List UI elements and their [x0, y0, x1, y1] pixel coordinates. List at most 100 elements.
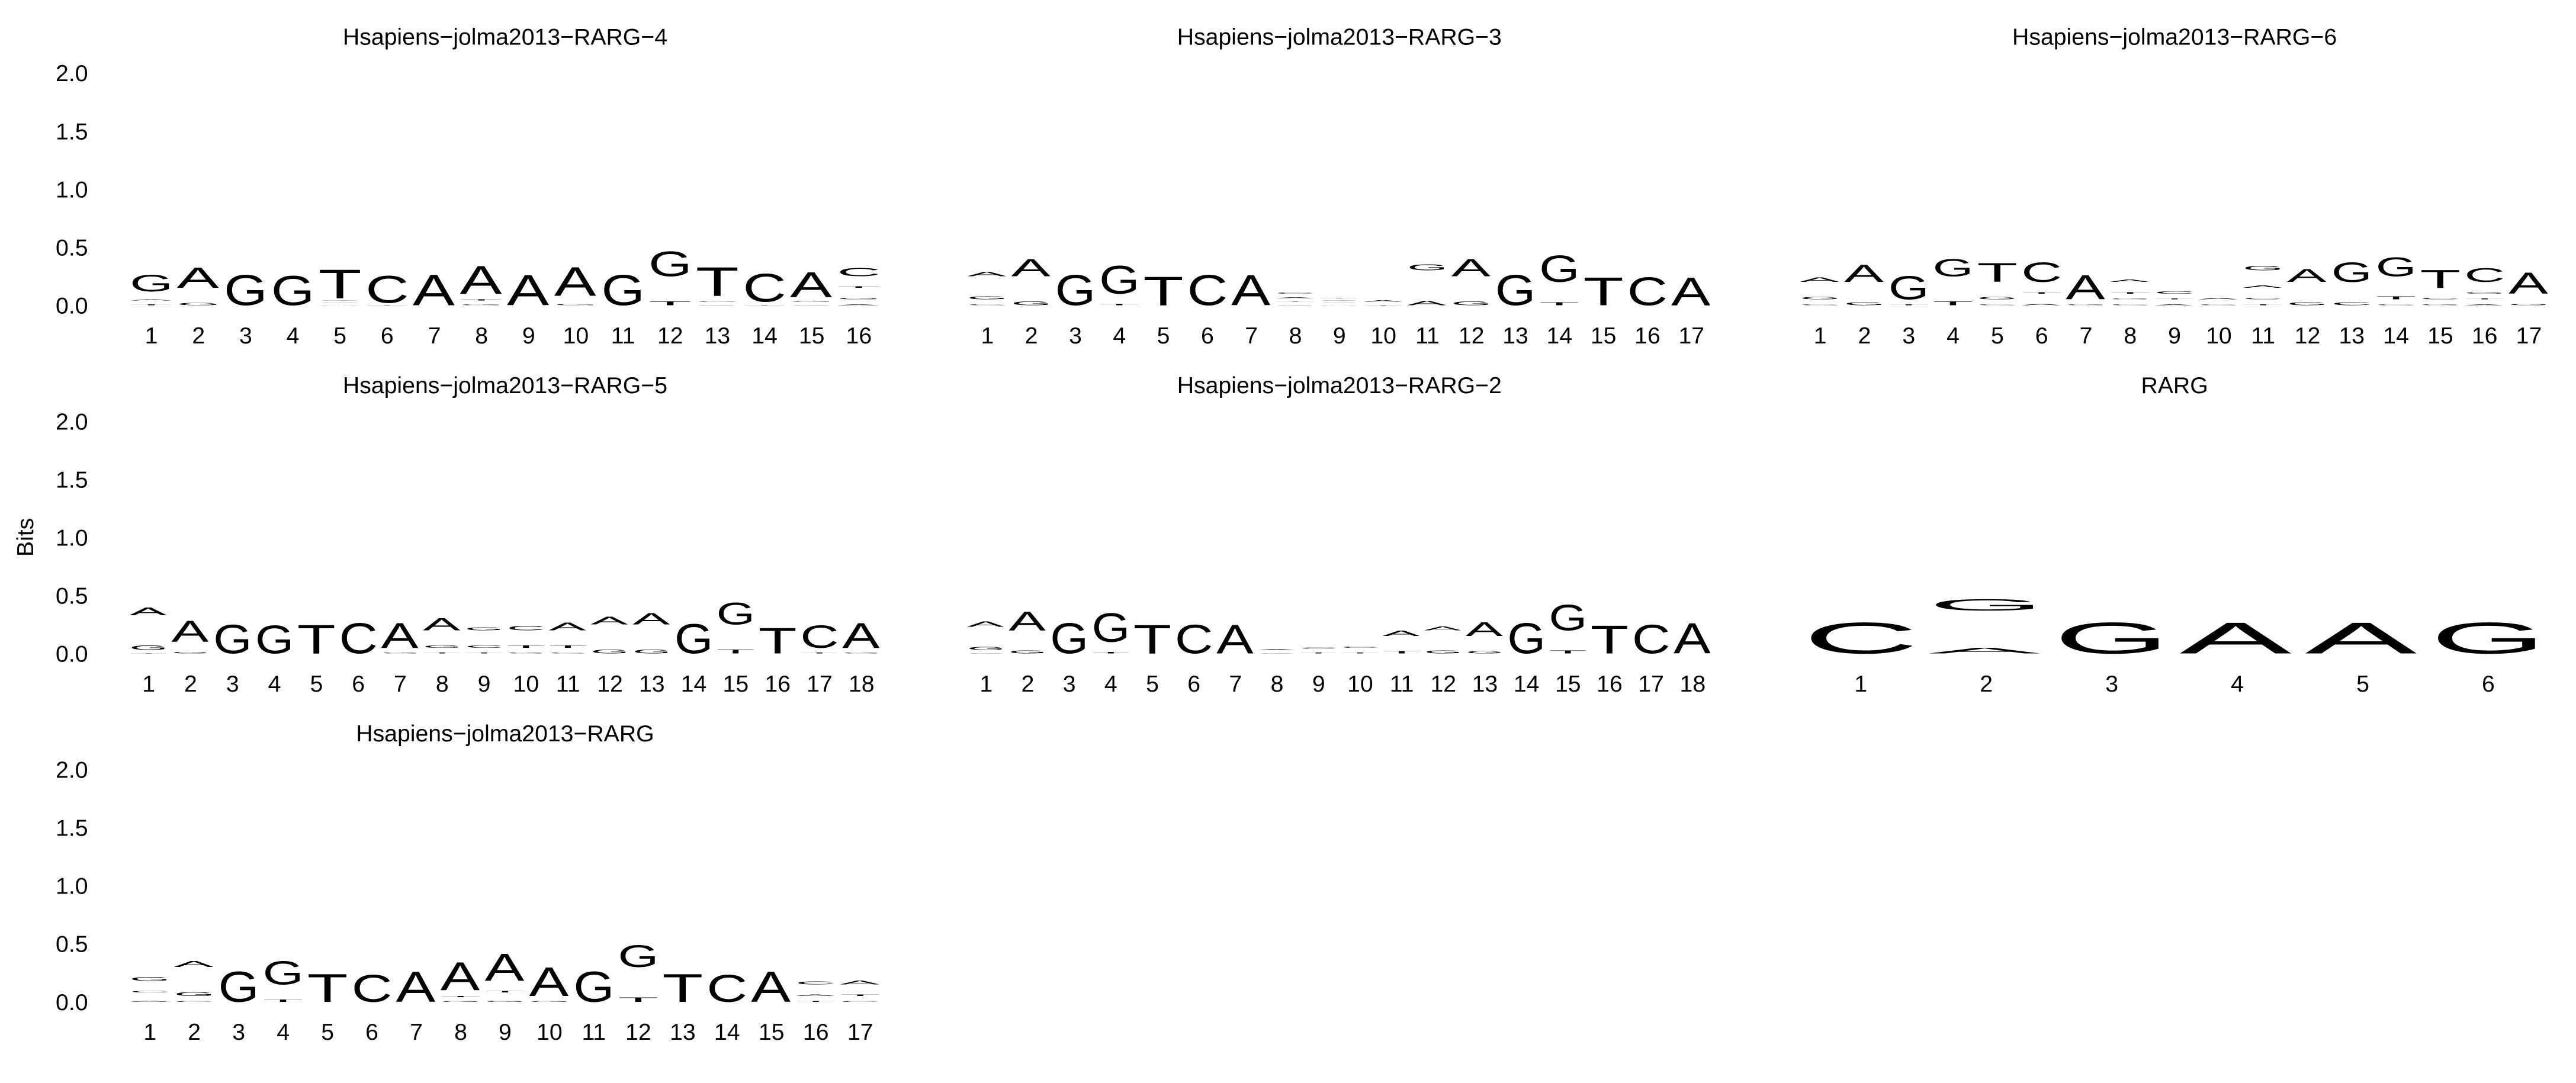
letter: G	[2464, 291, 2505, 294]
y-tick-label: 1.5	[56, 119, 88, 144]
letter: T	[1299, 653, 1337, 654]
x-tick-label: 7	[410, 1020, 423, 1045]
x-tick-label: 1	[979, 671, 993, 697]
x-tick-label: 15	[2427, 323, 2453, 349]
x-tick-label: 16	[1634, 323, 1660, 349]
letter: G	[1800, 297, 1841, 300]
letter: G	[1495, 266, 1536, 314]
x-tick-label: 9	[1312, 671, 1325, 697]
letter: A	[1929, 646, 2041, 655]
letter: G	[1319, 300, 1360, 301]
letter: A	[1383, 629, 1420, 638]
letter: G	[2376, 252, 2417, 282]
letter: A	[840, 979, 880, 985]
letter: G	[842, 653, 881, 654]
letter: C	[840, 1001, 881, 1002]
x-tick-label: 15	[799, 323, 825, 349]
panel-title: Hsapiens−jolma2013−RARG−2	[1177, 373, 1502, 399]
letter: G	[717, 596, 755, 631]
letter: G	[465, 626, 503, 631]
letter: C	[507, 624, 545, 632]
x-tick-label: 7	[428, 323, 441, 349]
letter: C	[795, 981, 836, 985]
letter: C	[465, 645, 503, 648]
letter: G	[1099, 258, 1139, 303]
y-tick-label: 0.5	[56, 235, 88, 261]
x-tick-label: 7	[2080, 323, 2093, 349]
letter: T	[263, 999, 304, 1002]
x-tick-label: 12	[657, 323, 683, 349]
x-tick-label: 14	[681, 671, 707, 697]
letter: A	[842, 615, 879, 655]
x-tick-label: 12	[2295, 323, 2321, 349]
letter: G	[130, 976, 171, 982]
letter: T	[2464, 298, 2505, 300]
letter: C	[1627, 269, 1668, 314]
letter: T	[1549, 650, 1587, 654]
letter: T	[759, 621, 797, 661]
letter: A	[1407, 299, 1446, 307]
letter: G	[529, 1001, 570, 1002]
letter: T	[662, 966, 703, 1011]
letter: A	[529, 959, 568, 1005]
x-tick-label: 4	[1947, 323, 1960, 349]
x-tick-label: 7	[394, 671, 407, 697]
x-tick-label: 2	[1980, 671, 1993, 697]
letter: C	[2464, 264, 2505, 287]
x-tick-label: 18	[1680, 671, 1706, 697]
letter: T	[130, 304, 173, 306]
letter: G	[1466, 651, 1504, 654]
letter: G	[1424, 650, 1463, 654]
x-tick-label: 13	[705, 323, 731, 349]
letter: G	[2331, 257, 2372, 288]
letter: C	[1977, 304, 2018, 306]
letter: C	[1632, 616, 1671, 662]
x-tick-label: 1	[142, 671, 155, 697]
letter: A	[967, 620, 1004, 629]
x-tick-label: 6	[365, 1020, 378, 1045]
x-tick-label: 16	[2472, 323, 2498, 349]
letter: G	[224, 266, 267, 314]
letter: A	[1258, 649, 1296, 650]
letter: C	[352, 967, 393, 1010]
letter: G	[967, 646, 1006, 651]
letter: C	[130, 991, 171, 993]
letter: A	[590, 615, 628, 627]
letter: G	[1549, 597, 1588, 638]
x-tick-label: 3	[232, 1020, 245, 1045]
x-tick-label: 9	[2168, 323, 2181, 349]
letter: C	[549, 653, 587, 654]
x-tick-label: 5	[333, 323, 346, 349]
letter: A	[2464, 304, 2504, 306]
letter: T	[1143, 268, 1183, 314]
letter: G	[460, 304, 503, 306]
y-tick-label: 0.5	[56, 584, 88, 609]
letter: C	[837, 265, 881, 279]
letter: T	[307, 966, 348, 1011]
x-tick-label: 8	[2124, 323, 2137, 349]
letter: A	[413, 266, 455, 314]
letter: T	[696, 259, 739, 305]
y-tick-label: 1.5	[56, 816, 88, 841]
letter: T	[460, 299, 503, 301]
letter: A	[1424, 625, 1462, 631]
x-tick-label: 8	[454, 1020, 467, 1045]
letter: G	[423, 645, 461, 648]
x-tick-label: 6	[1187, 671, 1200, 697]
letter: A	[790, 265, 832, 305]
letter: A	[171, 615, 209, 649]
letter: T	[1363, 304, 1403, 305]
letter: T	[1591, 618, 1629, 663]
y-tick-label: 1.0	[56, 526, 88, 551]
x-tick-label: 17	[847, 1020, 873, 1045]
letter: C	[2198, 304, 2239, 306]
letter: G	[2430, 613, 2546, 663]
letter: A	[1671, 269, 1711, 314]
letter: A	[1363, 300, 1402, 302]
letter: G	[1407, 262, 1447, 272]
letter: T	[130, 653, 168, 654]
letter: G	[1275, 304, 1315, 305]
x-tick-label: 18	[849, 671, 875, 697]
letter: T	[1933, 300, 1974, 306]
x-tick-label: 6	[381, 323, 394, 349]
